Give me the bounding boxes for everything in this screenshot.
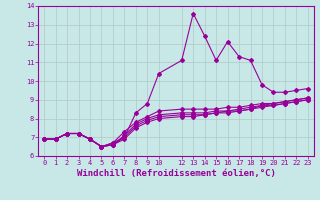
X-axis label: Windchill (Refroidissement éolien,°C): Windchill (Refroidissement éolien,°C) — [76, 169, 276, 178]
